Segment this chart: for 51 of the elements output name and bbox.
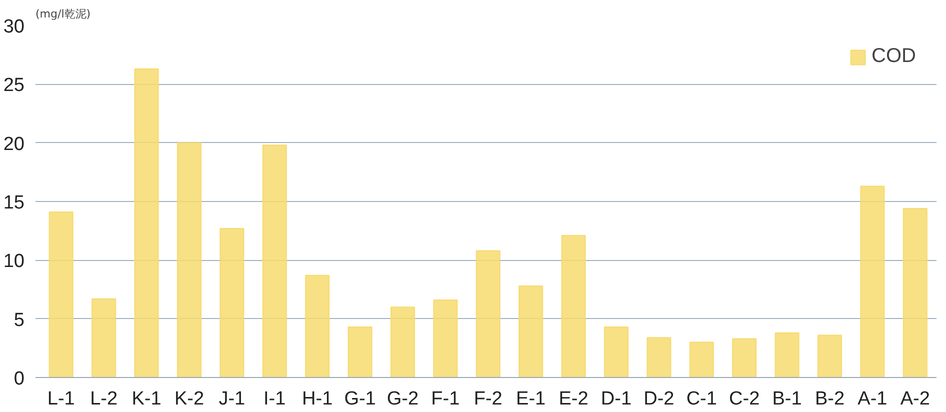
x-tick-label: G-1 — [344, 388, 376, 410]
bar — [433, 300, 458, 378]
bar — [774, 332, 800, 378]
bar — [348, 326, 372, 378]
x-tick-label: E-1 — [516, 388, 546, 410]
x-tick-label: B-1 — [772, 388, 802, 410]
x-tick-label: A-2 — [900, 388, 930, 410]
bar — [48, 212, 74, 378]
y-tick-label: 0 — [14, 368, 25, 390]
x-tick-label: F-1 — [431, 388, 460, 410]
bar — [390, 306, 415, 378]
x-tick-label: L-2 — [90, 388, 118, 410]
bar — [604, 326, 628, 378]
x-tick-label: A-1 — [858, 388, 888, 410]
bar — [134, 68, 159, 378]
x-tick-label: I-1 — [264, 388, 286, 410]
bar — [305, 274, 330, 378]
x-tick-label: C-1 — [686, 388, 717, 410]
x-tick-label: D-2 — [644, 388, 674, 410]
bar — [92, 298, 116, 378]
bar — [220, 228, 244, 378]
x-tick-label: C-2 — [729, 388, 760, 410]
x-tick-label: L-1 — [47, 388, 75, 410]
bar — [902, 208, 928, 378]
y-tick-label: 10 — [3, 251, 25, 272]
y-tick-label: 15 — [3, 192, 25, 214]
x-tick-label: E-2 — [558, 388, 588, 410]
legend-label: COD — [872, 45, 916, 68]
x-tick-label: B-2 — [814, 388, 845, 410]
y-tick-label: 5 — [14, 310, 25, 331]
x-tick-label: H-1 — [302, 388, 333, 410]
x-tick-label: G-2 — [386, 388, 419, 410]
x-tick-label: K-2 — [174, 388, 204, 410]
x-tick-label: F-2 — [474, 388, 502, 410]
bar — [860, 186, 885, 378]
bar — [689, 342, 714, 378]
y-tick-label: 20 — [3, 134, 25, 155]
bar — [818, 334, 842, 378]
bar — [176, 142, 202, 378]
x-tick-label: D-1 — [600, 388, 632, 410]
x-tick-label: J-1 — [218, 388, 246, 410]
bar — [732, 338, 757, 378]
bar — [561, 235, 586, 378]
x-tick-label: K-1 — [132, 388, 162, 410]
bar — [646, 337, 672, 378]
y-axis-title: (mg/l乾泥) — [36, 8, 91, 20]
bar — [262, 144, 287, 378]
bar — [476, 250, 500, 378]
y-tick-label: 25 — [3, 75, 25, 96]
y-tick-label: 30 — [3, 16, 25, 38]
bar — [518, 285, 544, 378]
